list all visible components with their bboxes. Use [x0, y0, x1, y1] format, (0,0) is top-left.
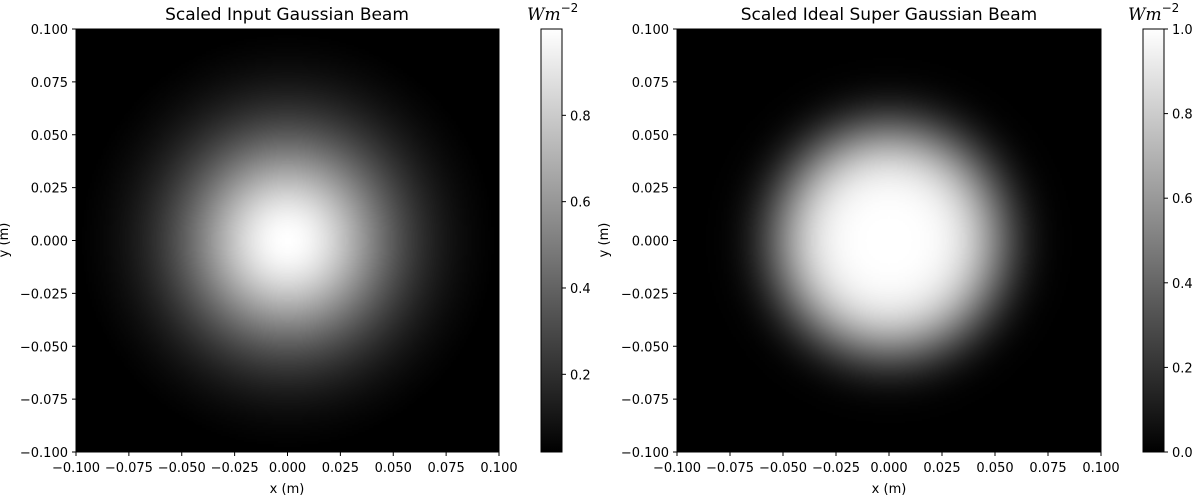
- x-tick-label: 0.075: [428, 461, 465, 476]
- x-tick-label: −0.050: [158, 461, 206, 476]
- colorbar-tick-label: 0.4: [570, 282, 591, 297]
- y-tick-label: 0.075: [31, 76, 68, 91]
- x-tick-label: −0.025: [211, 461, 259, 476]
- y-axis-label: y (m): [0, 223, 12, 258]
- y-axis: 0.100 0.075 0.050 0.025 0.000 −0.025 −0.050 −0.…: [20, 23, 76, 461]
- colorbar-unit: Wm−2: [1128, 1, 1179, 25]
- colorbar-tick-label: 0.2: [1172, 361, 1193, 376]
- y-tick-label: −0.075: [621, 393, 669, 408]
- panel-super-gaussian: Scaled Ideal Super Gaussian Beam −0.100−…: [597, 1, 1193, 497]
- colorbar-tick-label: 0.6: [570, 196, 591, 211]
- colorbar-unit-exponent: −2: [561, 1, 579, 15]
- colorbar-unit-base: Wm: [527, 5, 561, 25]
- colorbar-axis: 0.0 0.2 0.4 0.6 0.8 1.0: [1164, 23, 1193, 461]
- x-tick-label: 0.100: [480, 461, 517, 476]
- colorbar-axis: 0.2 0.4 0.6 0.8: [562, 109, 591, 383]
- heatmap-image: [677, 29, 1101, 452]
- x-tick-label: −0.075: [706, 461, 754, 476]
- x-axis-label: x (m): [872, 482, 907, 497]
- y-tick-label: −0.025: [621, 287, 669, 302]
- colorbar-unit-exponent: −2: [1162, 1, 1180, 15]
- x-tick-label: 0.050: [976, 461, 1013, 476]
- x-axis: −0.100 −0.075 −0.050 −0.025 0.000 0.025 0.050 0…: [52, 452, 518, 476]
- y-tick-label: 0.050: [632, 129, 669, 144]
- x-tick-label: −0.100: [653, 461, 701, 476]
- y-tick-label: 0.075: [632, 76, 669, 91]
- y-tick-label: −0.025: [20, 287, 68, 302]
- y-tick-label: −0.100: [20, 446, 68, 461]
- colorbar-tick-label: 0.4: [1172, 277, 1193, 292]
- y-tick-label: 0.100: [632, 23, 669, 38]
- x-tick-label: −0.100: [52, 461, 100, 476]
- y-axis-label: y (m): [597, 223, 612, 258]
- colorbar: [1142, 28, 1165, 453]
- y-axis: 0.100 0.075 0.050 0.025 0.000 −0.025 −0.050 −0.…: [621, 23, 677, 461]
- y-tick-label: −0.100: [621, 446, 669, 461]
- heatmap-image: [76, 29, 499, 452]
- colorbar-tick-label: 0.0: [1172, 446, 1193, 461]
- chart-title: Scaled Input Gaussian Beam: [165, 5, 409, 25]
- colorbar-tick-label: 0.2: [570, 368, 591, 383]
- y-tick-label: −0.050: [20, 340, 68, 355]
- colorbar-tick-label: 0.6: [1172, 192, 1193, 207]
- x-axis-label: x (m): [270, 482, 305, 497]
- x-tick-label: 0.025: [322, 461, 359, 476]
- x-tick-label: 0.000: [870, 461, 907, 476]
- colorbar-unit-base: Wm: [1128, 5, 1162, 25]
- chart-title: Scaled Ideal Super Gaussian Beam: [741, 5, 1037, 25]
- colorbar-tick-label: 0.8: [1172, 108, 1193, 123]
- x-tick-label: 0.100: [1082, 461, 1119, 476]
- colorbar-tick-label: 0.8: [570, 109, 591, 124]
- y-tick-label: −0.075: [20, 393, 68, 408]
- panel-input-gaussian: Scaled Input Gaussian Beam −0.100 −0.075−…: [0, 1, 591, 497]
- colorbar-unit: Wm−2: [527, 1, 578, 25]
- y-tick-label: 0.050: [31, 129, 68, 144]
- y-tick-label: −0.050: [621, 340, 669, 355]
- y-tick-label: 0.025: [31, 182, 68, 197]
- colorbar: [540, 28, 563, 453]
- x-tick-label: −0.075: [105, 461, 153, 476]
- x-tick-label: 0.050: [375, 461, 412, 476]
- y-tick-label: 0.100: [31, 23, 68, 38]
- x-tick-label: 0.075: [1029, 461, 1066, 476]
- x-tick-label: −0.025: [812, 461, 860, 476]
- x-axis: −0.100 −0.075 −0.050 −0.025 0.000 0.025 0.050 0…: [653, 452, 1120, 476]
- x-tick-label: 0.025: [923, 461, 960, 476]
- x-tick-label: 0.000: [269, 461, 306, 476]
- y-tick-label: 0.000: [31, 235, 68, 250]
- x-tick-label: −0.050: [759, 461, 807, 476]
- y-tick-label: 0.025: [632, 182, 669, 197]
- y-tick-label: 0.000: [632, 235, 669, 250]
- colorbar-tick-label: 1.0: [1172, 23, 1193, 38]
